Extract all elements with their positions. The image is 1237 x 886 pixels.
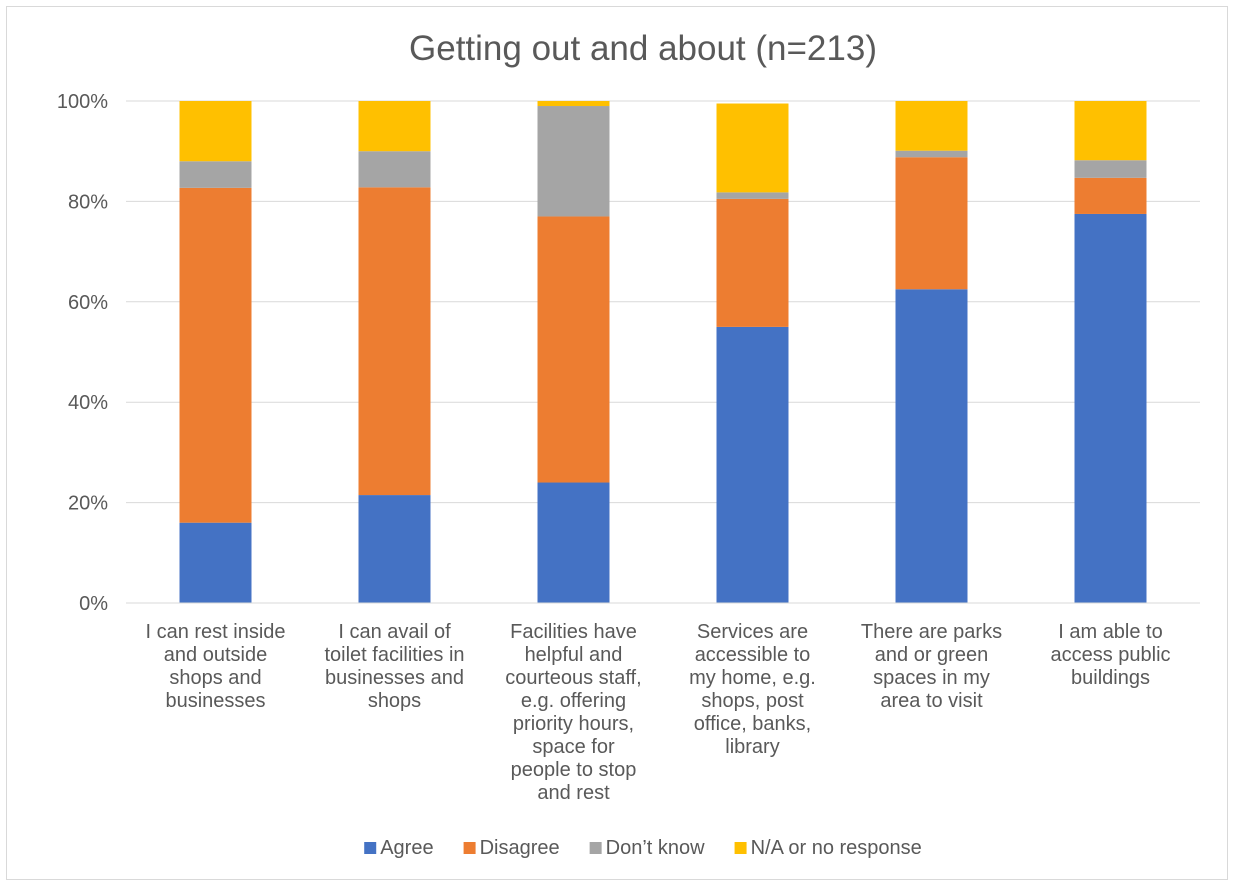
x-category-label: Services are accessible to my home, e.g. sh…: [689, 621, 816, 758]
chart-title: Getting out and about (n=213): [409, 29, 877, 68]
bar-segment-agree: [537, 482, 610, 603]
bars: [179, 101, 1147, 603]
bar-segment-don-t-know: [1074, 160, 1147, 178]
bar-segment-agree: [358, 495, 431, 603]
x-category-label: There are parks and or green spaces in my a…: [861, 621, 1002, 712]
bar-segment-agree: [895, 289, 968, 603]
bar-segment-disagree: [1074, 177, 1147, 214]
x-category-label: I can avail of toilet facilities in busine…: [324, 621, 464, 712]
gridlines: [126, 100, 1200, 504]
x-category-label: I can rest inside and outside shops and bus…: [145, 621, 285, 712]
x-category-label: Facilities have helpful and courteous staf…: [505, 621, 641, 804]
bar-segment-disagree: [895, 157, 968, 290]
legend-swatch: [734, 842, 747, 854]
y-axis-ticks: 0% 20% 40% 60% 80% 100%: [57, 91, 108, 615]
bar-segment-disagree: [716, 198, 789, 327]
legend-label: Agree: [380, 837, 433, 859]
y-tick-label: 20%: [68, 493, 108, 515]
bar-segment-agree: [716, 326, 789, 603]
bar-segment-disagree: [537, 216, 610, 483]
bar-segment-agree: [179, 522, 252, 603]
bar-segment-n-a-or-no-response: [716, 103, 789, 193]
legend-label: Disagree: [480, 837, 560, 859]
y-tick-label: 80%: [68, 191, 108, 213]
bar-segment-don-t-know: [358, 151, 431, 188]
legend-swatch: [364, 842, 377, 854]
bar-segment-n-a-or-no-response: [179, 101, 252, 162]
bar-segment-n-a-or-no-response: [358, 101, 431, 152]
y-tick-label: 0%: [79, 593, 108, 615]
bar-segment-n-a-or-no-response: [895, 101, 968, 151]
y-tick-label: 40%: [68, 392, 108, 414]
bar-segment-disagree: [358, 187, 431, 496]
bar-segment-don-t-know: [537, 106, 610, 217]
bar-segment-n-a-or-no-response: [1074, 101, 1147, 161]
legend-swatch: [589, 842, 602, 854]
bar-segment-don-t-know: [179, 161, 252, 188]
x-category-label: I am able to access public buildings: [1050, 621, 1170, 689]
legend: Agree Disagree Don’t know N/A or no respons…: [364, 837, 922, 859]
bar-segment-don-t-know: [895, 150, 968, 158]
legend-swatch: [463, 842, 476, 854]
bar-segment-agree: [1074, 213, 1147, 603]
bar-segment-disagree: [179, 187, 252, 523]
legend-label: Don’t know: [606, 837, 705, 859]
bar-segment-don-t-know: [716, 192, 789, 199]
x-axis-category-labels: I can rest inside and outside shops and bus…: [145, 621, 1170, 804]
legend-label: N/A or no response: [751, 837, 922, 859]
y-tick-label: 100%: [57, 91, 108, 113]
y-tick-label: 60%: [68, 292, 108, 314]
bar-segment-n-a-or-no-response: [537, 101, 610, 107]
